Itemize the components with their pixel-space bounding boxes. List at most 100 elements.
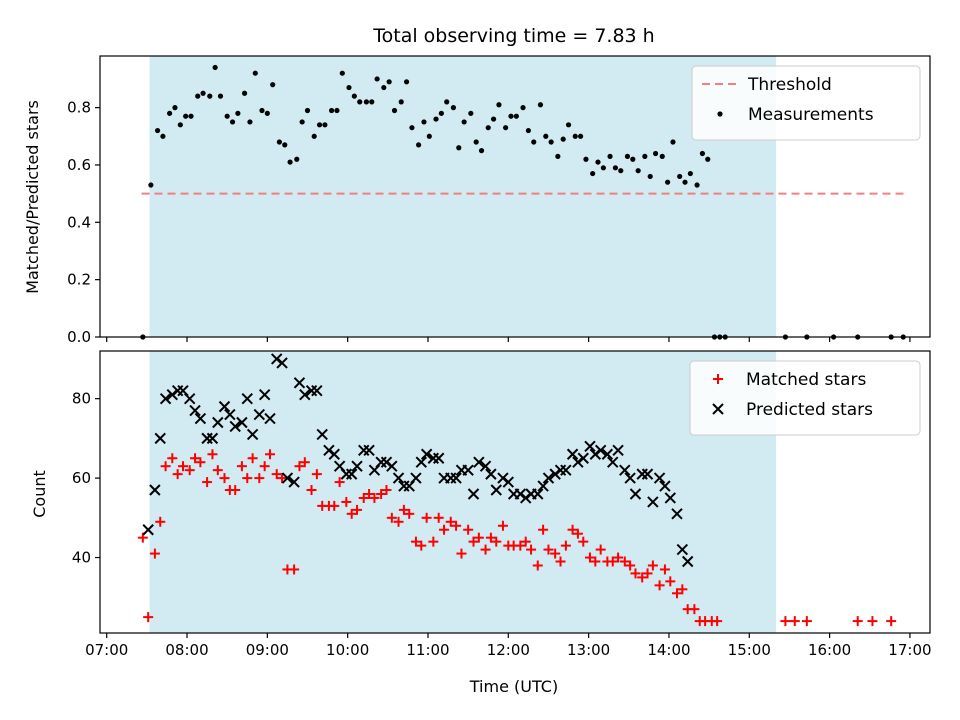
measurement-point <box>316 122 323 128</box>
matched-star-point <box>230 485 241 496</box>
predicted-star-point <box>236 416 248 429</box>
measurement-point <box>612 165 619 171</box>
matched-star-point <box>560 540 571 551</box>
predicted-star-point <box>473 456 485 468</box>
predicted-star-mark-b <box>281 472 294 484</box>
predicted-star-point <box>183 392 196 405</box>
bottom-y-tick-label: 40 <box>72 549 91 567</box>
predicted-star-mark-b <box>577 452 589 464</box>
predicted-star-point <box>410 472 422 484</box>
predicted-star-point <box>577 452 589 464</box>
measurement-point <box>339 70 345 76</box>
matched-star-point <box>311 469 322 480</box>
matched-star-point <box>271 469 282 480</box>
matched-star-point <box>358 492 369 503</box>
measurement-point <box>677 173 683 180</box>
predicted-star-mark-b <box>467 488 480 500</box>
matched-star-point <box>433 512 444 523</box>
predicted-star-mark-b <box>479 460 492 472</box>
top-y-tick-label: 0.4 <box>67 213 91 231</box>
matched-star-point <box>677 584 688 595</box>
measurement-point <box>217 93 224 99</box>
measurement-point <box>409 125 415 131</box>
matched-star-point <box>789 616 800 627</box>
predicted-star-mark-b <box>183 392 196 405</box>
predicted-star-point <box>264 412 276 425</box>
predicted-star-mark-b <box>253 408 266 421</box>
predicted-star-mark-b <box>410 472 422 484</box>
measurement-point <box>647 173 653 180</box>
measurement-point <box>172 105 178 111</box>
matched-star-point <box>364 488 375 499</box>
matched-star-point <box>306 485 317 496</box>
matched-star-point <box>386 512 397 523</box>
predicted-star-mark-b <box>641 468 654 480</box>
top-chart: 0.0 0.2 0.4 0.6 0.8 Threshold Measurements <box>67 55 931 346</box>
measurement-point <box>416 142 422 148</box>
predicted-star-mark-b <box>607 456 619 468</box>
predicted-star-point <box>671 508 683 520</box>
predicted-star-mark-b <box>392 472 405 484</box>
predicted-star-mark-b <box>532 488 544 500</box>
matched-star-point <box>410 536 421 547</box>
bottom-series-0 <box>137 449 897 627</box>
bottom-x-tick-label: 17:00 <box>888 641 931 659</box>
measurement-point <box>577 133 584 139</box>
measurement-point <box>473 139 479 145</box>
matched-star-point <box>607 556 618 567</box>
predicted-star-point <box>363 444 375 457</box>
matched-star-point <box>532 560 543 571</box>
predicted-star-point <box>607 456 619 468</box>
predicted-star-point <box>149 484 161 496</box>
measurement-point <box>687 170 693 177</box>
predicted-star-mark-b <box>351 460 363 472</box>
predicted-star-point <box>647 496 659 508</box>
measurement-point <box>264 110 270 116</box>
measurement-point <box>357 99 363 105</box>
measurement-point <box>426 133 432 139</box>
predicted-star-point <box>258 388 271 401</box>
top-y-tick-label: 0.8 <box>67 99 91 117</box>
matched-star-point <box>289 564 300 575</box>
matched-star-point <box>578 536 589 547</box>
legend-label: Predicted stars <box>746 400 873 420</box>
matched-star-point <box>346 508 357 519</box>
predicted-star-point <box>594 444 607 457</box>
predicted-star-point <box>154 432 166 445</box>
measurement-point <box>699 150 706 157</box>
measurement-point <box>513 113 519 119</box>
measurement-point <box>351 93 357 99</box>
predicted-star-mark-b <box>224 408 236 421</box>
predicted-star-mark-b <box>311 385 323 397</box>
predicted-star-point <box>415 456 427 468</box>
predicted-star-point <box>619 464 631 476</box>
top-axes-frame <box>99 55 931 338</box>
predicted-star-mark-b <box>293 377 306 389</box>
matched-star-point <box>613 552 624 563</box>
measurement-point <box>287 159 293 165</box>
predicted-star-mark-b <box>189 404 201 417</box>
measurement-point <box>247 119 253 125</box>
matched-star-point <box>497 520 508 531</box>
predicted-star-point <box>664 492 676 504</box>
matched-star-point <box>294 461 305 472</box>
predicted-star-mark-b <box>386 460 398 472</box>
predicted-star-point <box>159 392 172 405</box>
matched-star-point <box>689 604 700 615</box>
predicted-star-point <box>450 472 462 484</box>
predicted-star-point <box>676 543 689 556</box>
matched-star-point <box>647 560 658 571</box>
predicted-star-mark-b <box>363 444 375 457</box>
matched-star-point <box>485 532 496 543</box>
predicted-star-mark-b <box>629 488 642 500</box>
matched-star-point <box>416 540 427 551</box>
predicted-star-mark-b <box>159 392 172 405</box>
measurement-point <box>694 182 700 188</box>
matched-star-point <box>625 560 636 571</box>
predicted-star-point <box>316 428 328 441</box>
predicted-star-point <box>566 448 579 460</box>
predicted-star-mark-b <box>594 444 607 457</box>
predicted-star-point <box>276 357 288 369</box>
matched-star-point <box>428 536 439 547</box>
measurement-point <box>520 105 526 111</box>
